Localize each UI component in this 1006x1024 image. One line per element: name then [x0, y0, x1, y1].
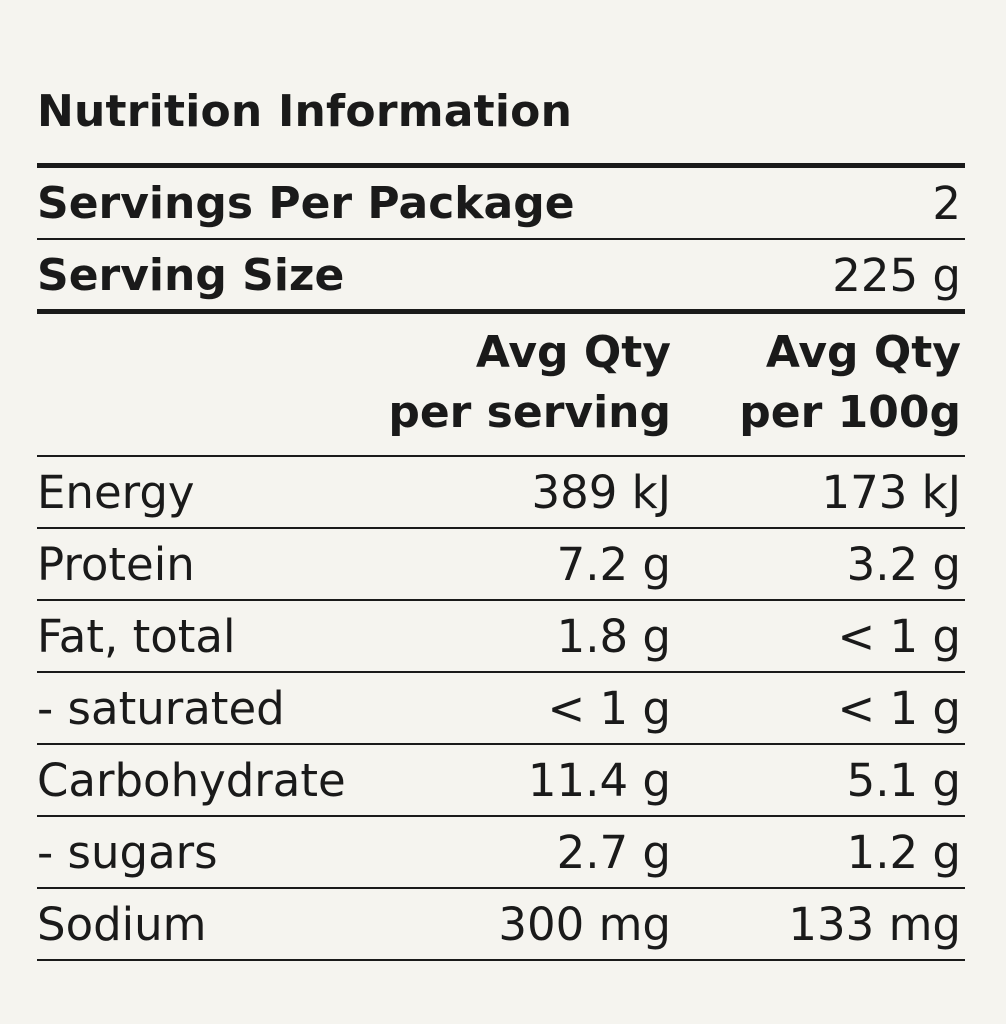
per-serving-value: 7.2 g — [556, 538, 671, 591]
bottom-rule — [37, 959, 965, 961]
serving-size-value: 225 g — [832, 249, 961, 302]
servings-value: 2 — [932, 177, 961, 230]
servings-label: Servings Per Package — [37, 178, 575, 229]
per-100g-value: < 1 g — [837, 610, 961, 663]
header-per-100g-line2: per 100g — [739, 387, 961, 438]
header-per-100g-line1: Avg Qty — [765, 327, 961, 378]
divider — [37, 238, 965, 240]
per-100g-value: 173 kJ — [821, 466, 961, 519]
header-rule — [37, 309, 965, 314]
table-row: Energy 389 kJ 173 kJ — [37, 458, 965, 528]
table-row: Protein 7.2 g 3.2 g — [37, 530, 965, 600]
nutrient-label: Protein — [37, 538, 195, 591]
nutrient-label: Carbohydrate — [37, 754, 346, 807]
per-100g-value: < 1 g — [837, 682, 961, 735]
header-per-serving-line2: per serving — [388, 387, 671, 438]
panel-title: Nutrition Information — [37, 86, 573, 137]
divider — [37, 815, 965, 817]
per-serving-value: 389 kJ — [531, 466, 671, 519]
nutrient-label: Sodium — [37, 898, 207, 951]
per-serving-value: 11.4 g — [527, 754, 671, 807]
per-100g-value: 5.1 g — [846, 754, 961, 807]
nutrient-label: Fat, total — [37, 610, 236, 663]
serving-size-label: Serving Size — [37, 250, 345, 301]
top-rule — [37, 163, 965, 168]
table-row: - sugars 2.7 g 1.2 g — [37, 818, 965, 888]
per-100g-value: 133 mg — [788, 898, 961, 951]
nutrient-label: - saturated — [37, 682, 285, 735]
divider — [37, 455, 965, 457]
per-100g-value: 1.2 g — [846, 826, 961, 879]
nutrient-label: Energy — [37, 466, 195, 519]
nutrient-label: - sugars — [37, 826, 218, 879]
per-serving-value: 300 mg — [498, 898, 671, 951]
divider — [37, 671, 965, 673]
divider — [37, 527, 965, 529]
per-serving-value: 1.8 g — [556, 610, 671, 663]
per-100g-value: 3.2 g — [846, 538, 961, 591]
servings-row: Servings Per Package 2 — [37, 169, 965, 239]
serving-size-row: Serving Size 225 g — [37, 241, 965, 311]
header-per-100g: Avg Qty per 100g — [739, 323, 961, 443]
table-row: Carbohydrate 11.4 g 5.1 g — [37, 746, 965, 816]
divider — [37, 743, 965, 745]
per-serving-value: 2.7 g — [556, 826, 671, 879]
divider — [37, 887, 965, 889]
header-per-serving: Avg Qty per serving — [388, 323, 671, 443]
table-row: Fat, total 1.8 g < 1 g — [37, 602, 965, 672]
table-row: Sodium 300 mg 133 mg — [37, 890, 965, 960]
table-row: - saturated < 1 g < 1 g — [37, 674, 965, 744]
per-serving-value: < 1 g — [547, 682, 671, 735]
divider — [37, 599, 965, 601]
header-per-serving-line1: Avg Qty — [475, 327, 671, 378]
